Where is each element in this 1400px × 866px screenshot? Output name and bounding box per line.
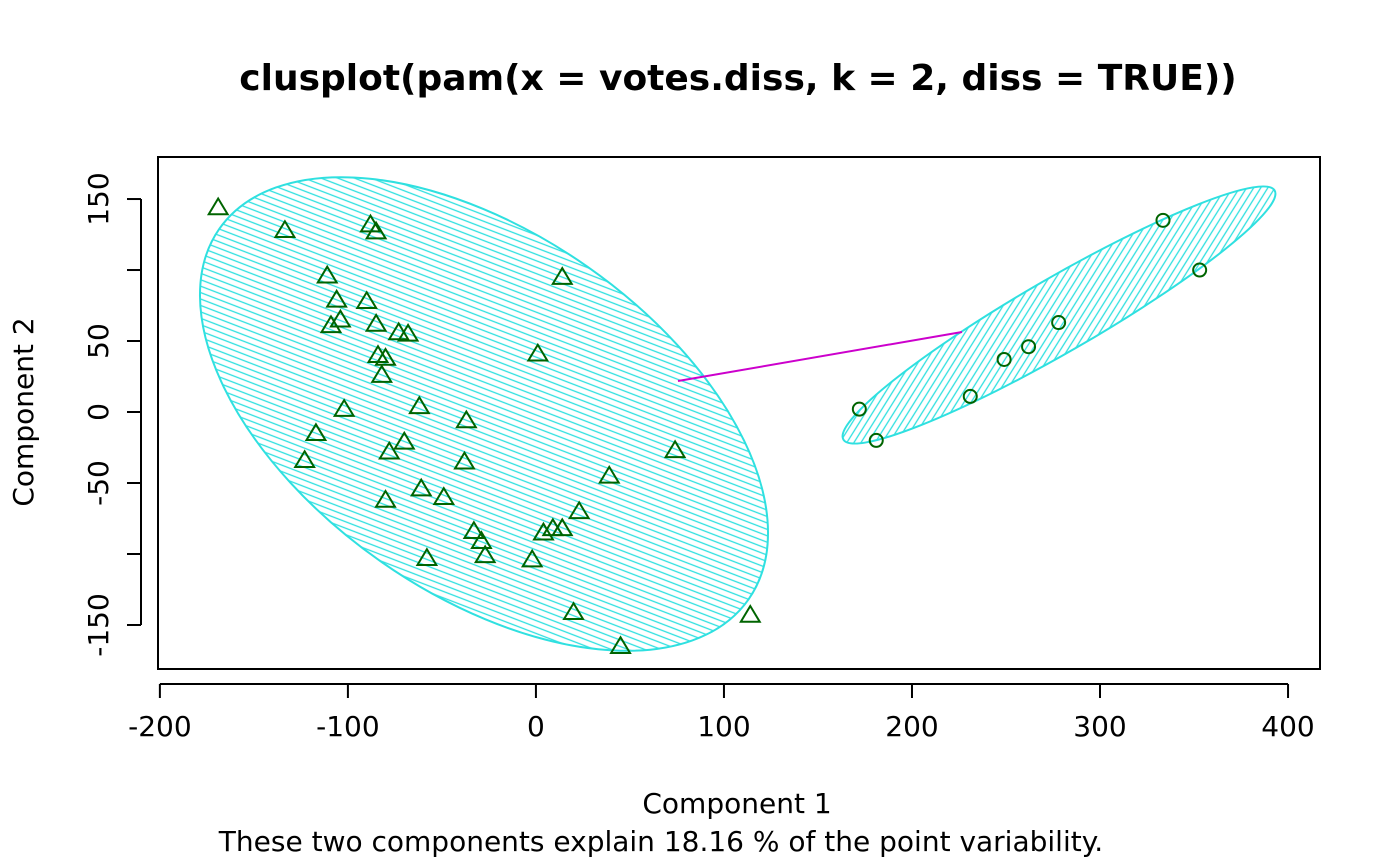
- plot-frame: [157, 156, 1321, 670]
- plot-area: [198, 176, 1277, 655]
- x-tick-label: 100: [697, 710, 750, 743]
- point: [415, 547, 439, 567]
- cluster-distance-line: [677, 331, 963, 382]
- point: [378, 440, 401, 460]
- point: [520, 548, 544, 568]
- point: [329, 308, 352, 328]
- point: [1051, 315, 1067, 331]
- point: [851, 401, 867, 417]
- x-tick-label: -100: [316, 710, 380, 743]
- point: [739, 604, 762, 623]
- point: [541, 517, 565, 537]
- point: [355, 290, 378, 310]
- x-tick-label: 200: [885, 710, 938, 743]
- cluster-ellipse: [841, 185, 1277, 445]
- point: [567, 500, 591, 520]
- y-axis-label: Component 2: [7, 317, 40, 506]
- point: [470, 530, 493, 549]
- x-tick-label: 300: [1073, 710, 1126, 743]
- y-tick-label: -150: [82, 593, 115, 657]
- point: [462, 520, 486, 540]
- point: [663, 439, 687, 459]
- y-tick-label: 50: [82, 323, 115, 359]
- x-tick-label: -200: [128, 710, 192, 743]
- point: [473, 544, 497, 564]
- point: [370, 364, 393, 383]
- point: [325, 288, 348, 308]
- point: [962, 388, 978, 404]
- point: [551, 266, 574, 285]
- point: [374, 489, 397, 508]
- point: [319, 314, 343, 334]
- y-tick-label: 150: [82, 172, 115, 225]
- point: [532, 521, 555, 541]
- y-tick-label: 0: [82, 403, 115, 421]
- point: [526, 342, 550, 362]
- x-axis-label: Component 1: [642, 787, 831, 820]
- point: [410, 477, 433, 497]
- cluster-ellipse: [198, 176, 770, 652]
- point: [316, 264, 339, 284]
- point: [1192, 262, 1208, 278]
- y-tick-label: -50: [82, 460, 115, 506]
- point: [609, 635, 632, 655]
- point: [293, 449, 316, 469]
- point: [273, 219, 297, 239]
- point: [408, 395, 431, 415]
- point: [455, 409, 478, 429]
- point: [598, 464, 621, 484]
- chart-title: clusplot(pam(x = votes.diss, k = 2, diss…: [239, 58, 1236, 99]
- point: [206, 196, 230, 216]
- point: [304, 422, 328, 442]
- point: [364, 313, 388, 332]
- point: [996, 351, 1012, 367]
- x-tick-label: 0: [527, 710, 545, 743]
- point: [332, 398, 356, 417]
- point: [453, 450, 476, 470]
- subtitle: These two components explain 18.16 % of …: [218, 825, 1103, 858]
- point: [1021, 339, 1037, 355]
- point: [364, 220, 388, 240]
- point: [868, 432, 884, 448]
- point: [432, 486, 456, 505]
- point: [562, 601, 585, 620]
- x-tick-label: 400: [1261, 710, 1314, 743]
- point: [396, 322, 420, 342]
- point: [374, 347, 397, 366]
- point: [1155, 212, 1171, 228]
- point: [393, 430, 416, 450]
